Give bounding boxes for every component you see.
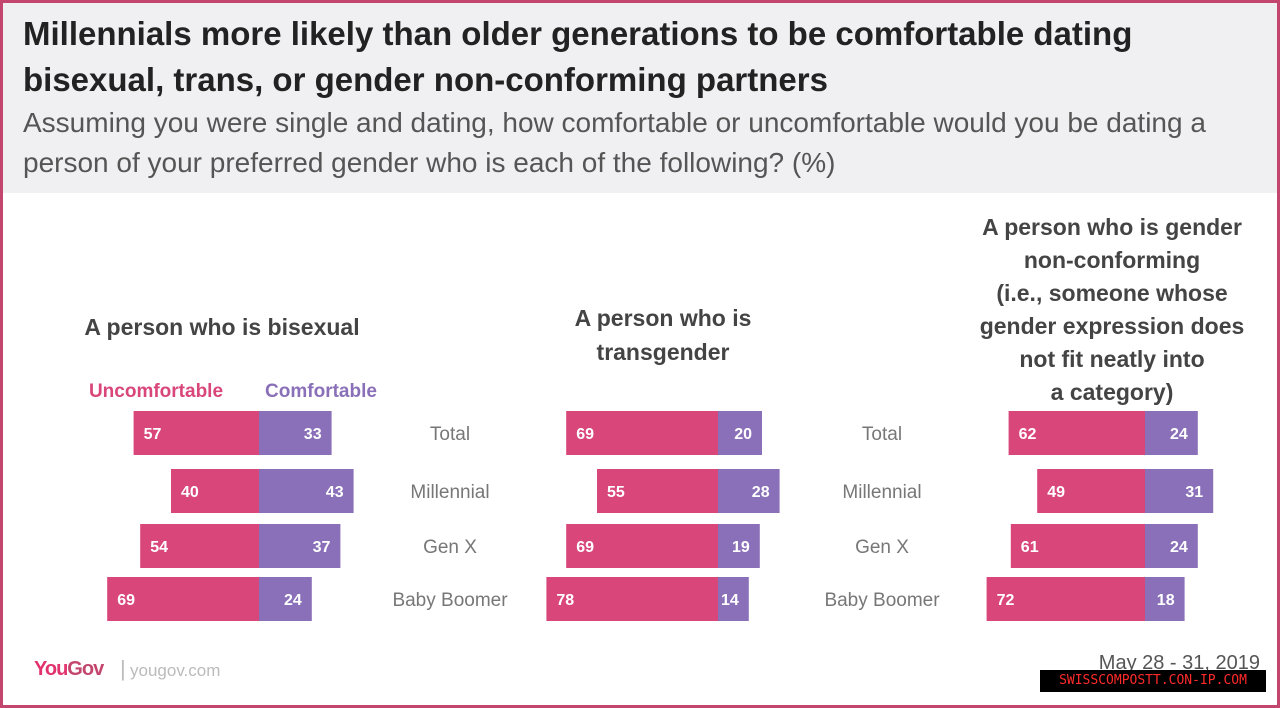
bar-comfortable-1-1 xyxy=(259,411,332,455)
footer-url: yougov.com xyxy=(130,661,221,680)
value-comfortable-3-4: 18 xyxy=(1157,592,1175,609)
panel-title-3-line-6: a category) xyxy=(1051,379,1174,405)
survey-date: May 28 - 31, 2019 xyxy=(1098,652,1260,674)
bar-uncomfortable-2-3 xyxy=(566,524,718,568)
value-comfortable-3-2: 31 xyxy=(1185,484,1203,501)
bar-uncomfortable-2-1 xyxy=(566,411,718,455)
value-uncomfortable-2-3: 69 xyxy=(576,539,594,556)
panel-title-1-line-1: A person who is bisexual xyxy=(84,314,359,340)
value-comfortable-2-2: 28 xyxy=(752,484,770,501)
panel-title-3-line-2: non-conforming xyxy=(1024,247,1200,273)
panel-title-3-line-3: (i.e., someone whose xyxy=(996,280,1227,306)
panel-title-3-line-1: A person who is gender xyxy=(982,214,1242,240)
value-comfortable-2-1: 20 xyxy=(734,426,752,443)
value-comfortable-1-2: 43 xyxy=(326,484,344,501)
yougov-logo: YouGov xyxy=(34,658,104,681)
value-comfortable-2-4: 14 xyxy=(721,592,739,609)
row-label-2-4: Baby Boomer xyxy=(824,590,940,611)
value-comfortable-2-3: 19 xyxy=(732,539,750,556)
value-uncomfortable-2-2: 55 xyxy=(607,484,625,501)
value-uncomfortable-3-4: 72 xyxy=(997,592,1015,609)
panel-title-2-line-2: transgender xyxy=(597,339,730,365)
bar-comfortable-2-2 xyxy=(718,469,780,513)
bar-uncomfortable-1-2 xyxy=(171,469,259,513)
bar-uncomfortable-3-1 xyxy=(1008,411,1145,455)
logo-gov: Gov xyxy=(67,658,104,680)
bar-comfortable-3-1 xyxy=(1145,411,1198,455)
row-label-1-4: Baby Boomer xyxy=(392,590,508,611)
value-uncomfortable-1-2: 40 xyxy=(181,484,199,501)
bar-comfortable-1-2 xyxy=(259,469,354,513)
bar-comfortable-3-2 xyxy=(1145,469,1214,513)
panel-title-3-line-4: gender expression does xyxy=(980,313,1245,339)
panel-title-3-line-5: not fit neatly into xyxy=(1019,346,1204,372)
chart-subtitle: Assuming you were single and dating, how… xyxy=(23,107,1206,178)
footer-separator: | xyxy=(120,656,126,681)
bar-comfortable-3-3 xyxy=(1145,524,1198,568)
value-uncomfortable-3-1: 62 xyxy=(1019,426,1037,443)
legend-comfortable: Comfortable xyxy=(265,381,377,402)
value-uncomfortable-3-3: 61 xyxy=(1021,539,1039,556)
value-uncomfortable-3-2: 49 xyxy=(1047,484,1065,501)
value-uncomfortable-2-1: 69 xyxy=(576,426,594,443)
row-label-1-3: Gen X xyxy=(423,537,477,558)
bar-comfortable-1-4 xyxy=(259,577,312,621)
bar-comfortable-3-4 xyxy=(1145,577,1185,621)
panel-title-2-line-1: A person who is xyxy=(575,305,752,331)
value-uncomfortable-2-4: 78 xyxy=(556,592,574,609)
value-comfortable-1-1: 33 xyxy=(304,426,322,443)
bar-comfortable-2-4 xyxy=(718,577,749,621)
bar-uncomfortable-3-4 xyxy=(986,577,1145,621)
header: Millennials more likely than older gener… xyxy=(3,3,1277,193)
value-comfortable-1-3: 37 xyxy=(313,539,331,556)
logo-you: You xyxy=(34,658,68,680)
bar-uncomfortable-1-3 xyxy=(140,524,259,568)
bar-uncomfortable-1-1 xyxy=(133,411,259,455)
value-uncomfortable-1-4: 69 xyxy=(117,592,135,609)
row-label-2-2: Millennial xyxy=(842,482,921,503)
bar-uncomfortable-3-3 xyxy=(1010,524,1145,568)
bar-uncomfortable-2-4 xyxy=(546,577,718,621)
bar-comfortable-2-3 xyxy=(718,524,760,568)
bar-uncomfortable-3-2 xyxy=(1037,469,1145,513)
value-comfortable-3-3: 24 xyxy=(1170,539,1188,556)
value-comfortable-3-1: 24 xyxy=(1170,426,1188,443)
row-label-1-1: Total xyxy=(430,424,470,445)
bar-uncomfortable-2-2 xyxy=(597,469,718,513)
row-label-2-1: Total xyxy=(862,424,902,445)
value-uncomfortable-1-3: 54 xyxy=(150,539,168,556)
row-label-2-3: Gen X xyxy=(855,537,909,558)
watermark: SWISSCOMPOSTT.CON-IP.COM xyxy=(1040,670,1266,692)
value-uncomfortable-1-1: 57 xyxy=(144,426,162,443)
value-comfortable-1-4: 24 xyxy=(284,592,302,609)
legend-uncomfortable: Uncomfortable xyxy=(89,381,223,402)
chart-title: Millennials more likely than older gener… xyxy=(23,15,1133,98)
bar-comfortable-2-1 xyxy=(718,411,762,455)
bar-comfortable-1-3 xyxy=(259,524,341,568)
row-label-1-2: Millennial xyxy=(410,482,489,503)
bar-uncomfortable-1-4 xyxy=(107,577,259,621)
